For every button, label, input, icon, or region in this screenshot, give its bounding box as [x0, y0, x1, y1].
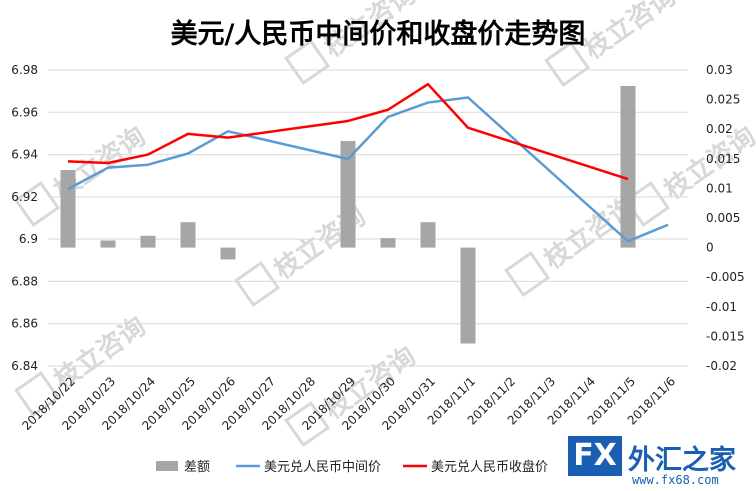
right-tick-label: 0.005 [706, 211, 740, 225]
right-tick-label: 0.02 [706, 122, 733, 136]
legend-swatch [156, 461, 178, 471]
bar [340, 141, 356, 248]
left-tick-label: 6.94 [11, 148, 38, 162]
fx-logo-mark: FX [568, 436, 622, 476]
legend-label: 差额 [184, 460, 210, 475]
bar [420, 222, 436, 248]
fx-logo-url: www.fx68.com [632, 473, 719, 487]
x-axis: 2018/10/222018/10/232018/10/242018/10/25… [19, 374, 678, 433]
bar [460, 247, 476, 344]
legend-label: 美元兑人民币中间价 [264, 460, 381, 475]
watermark-text: 枝立咨询 [269, 201, 372, 286]
bar [180, 222, 196, 248]
fx-logo-text: 外汇之家 [628, 445, 736, 476]
watermark-mark [504, 251, 551, 298]
legend-label: 美元兑人民币收盘价 [431, 459, 548, 475]
watermark-mark [284, 39, 331, 86]
watermark-mark [14, 181, 61, 228]
bar [220, 247, 236, 260]
chart-title: 美元/人民币中间价和收盘价走势图 [171, 18, 586, 50]
left-tick-label: 6.98 [11, 63, 38, 77]
bar-series [60, 85, 636, 344]
bar [140, 235, 156, 248]
right-tick-label: -0.015 [706, 329, 745, 343]
right-tick-label: -0.005 [706, 270, 745, 284]
fx68-logo: FX 外汇之家 www.fx68.com [568, 436, 754, 488]
right-tick-label: 0 [706, 241, 714, 255]
right-tick-label: 0.015 [706, 152, 740, 166]
bar [60, 170, 76, 248]
left-tick-label: 6.96 [11, 105, 38, 119]
left-tick-label: 6.92 [11, 190, 38, 204]
bar [620, 85, 636, 248]
watermark-mark [284, 401, 331, 448]
series-line [67, 96, 669, 243]
left-tick-label: 6.88 [11, 274, 38, 288]
right-tick-label: 0.01 [706, 181, 733, 195]
right-tick-label: 0.03 [706, 63, 733, 77]
left-tick-label: 6.9 [19, 232, 38, 246]
left-tick-label: 6.84 [11, 359, 38, 373]
right-tick-label: -0.02 [706, 359, 737, 373]
watermark-mark [234, 261, 281, 308]
left-tick-label: 6.86 [11, 317, 38, 331]
watermark-mark [544, 41, 591, 88]
left-axis: 6.84 6.86 6.88 6.9 6.92 6.94 6.96 6.98 [11, 63, 38, 373]
watermark-text: 枝立咨询 [579, 0, 682, 66]
bar [100, 240, 116, 248]
bar [380, 238, 396, 248]
watermark: 枝立咨询 [14, 121, 151, 228]
watermark-mark [14, 371, 61, 418]
right-axis: -0.02 -0.015 -0.01 -0.005 0 0.005 0.01 0.015 0.0… [706, 63, 745, 373]
right-tick-label: 0.025 [706, 93, 740, 107]
line-series [67, 82, 669, 243]
legend: 差额 美元兑人民币中间价 美元兑人民币收盘价 [156, 459, 548, 475]
right-tick-label: -0.01 [706, 300, 737, 314]
series-line [67, 82, 629, 181]
